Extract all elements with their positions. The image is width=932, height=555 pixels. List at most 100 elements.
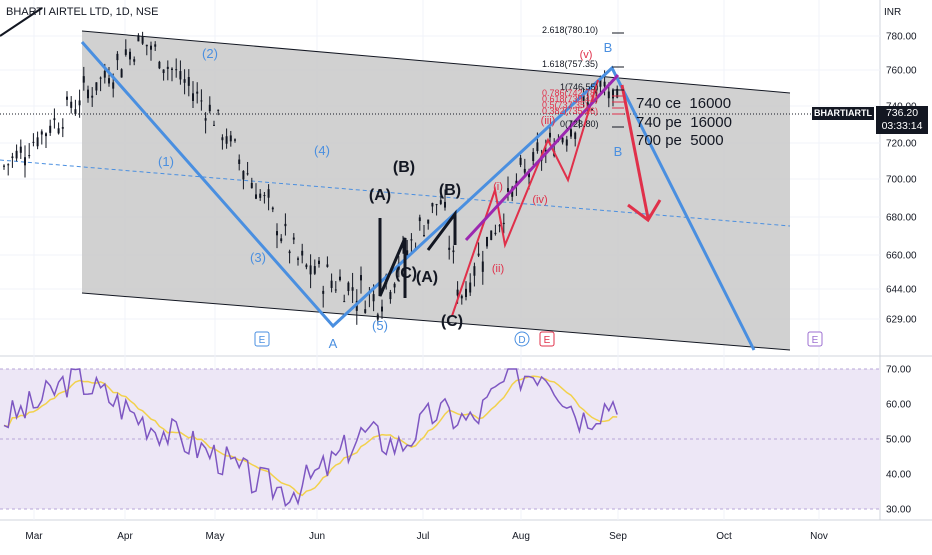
- candle-body: [313, 266, 316, 274]
- candle-body: [481, 261, 484, 272]
- candle-body: [175, 69, 178, 71]
- symbol-name: BHARTI AIRTEL LTD: [6, 6, 110, 18]
- candle-body: [486, 237, 488, 247]
- candle-body: [32, 141, 35, 143]
- fib-level-label: 0(728.80): [560, 119, 599, 129]
- candle-body: [255, 194, 257, 199]
- regression-channel: [82, 31, 790, 350]
- candle-body: [221, 137, 224, 141]
- wave-label-black: (C): [441, 313, 463, 330]
- candle-body: [49, 125, 52, 133]
- wave-label-black: (B): [393, 159, 415, 176]
- candle-body: [217, 109, 220, 111]
- candle-body: [192, 93, 194, 101]
- candle-body: [528, 172, 530, 178]
- candle-body: [364, 309, 367, 313]
- candle-body: [297, 258, 299, 260]
- wave-label-red: (iv): [532, 194, 547, 206]
- rsi-tick-label: 70.00: [886, 365, 911, 376]
- event-marker-label: E: [812, 335, 819, 346]
- candle-body: [418, 217, 421, 222]
- candle-body: [582, 92, 585, 101]
- event-marker-box: [539, 331, 555, 347]
- wave-label-blue: (5): [372, 318, 388, 333]
- candle-body: [276, 231, 278, 236]
- candle-body: [452, 250, 455, 253]
- wave-label-blue: (2): [202, 46, 218, 61]
- chart-title: BHARTI AIRTEL LTD, 1D, NSE: [6, 6, 159, 18]
- time-tick-label: Jun: [309, 531, 325, 542]
- wave-label-black: (C): [395, 265, 417, 282]
- candle-body: [183, 79, 186, 83]
- candle-body: [267, 189, 270, 198]
- candle-body: [225, 136, 228, 144]
- price-tick-label: 660.00: [886, 251, 917, 262]
- trade-row: 740 ce 16000: [636, 95, 732, 112]
- candle-body: [263, 195, 266, 197]
- candle-body: [19, 146, 22, 153]
- candle-body: [204, 118, 207, 121]
- price-tick-label: 720.00: [886, 139, 917, 150]
- candle-body: [406, 250, 409, 256]
- wave-label-red: (i): [493, 181, 503, 193]
- candle-body: [439, 200, 442, 204]
- candle-body: [284, 223, 287, 227]
- trend-line: [0, 7, 43, 37]
- candle-body: [53, 118, 56, 121]
- candle-body: [292, 237, 295, 240]
- channel-midline: [0, 159, 791, 227]
- candle-body: [213, 124, 215, 126]
- candle-body: [612, 89, 614, 99]
- current-price: 736.20: [885, 107, 919, 119]
- candle-body: [456, 289, 459, 296]
- rsi-tick-label: 60.00: [886, 400, 911, 411]
- candle-body: [133, 59, 136, 62]
- candle-body: [250, 182, 253, 189]
- wave-label-black: (A): [416, 269, 438, 286]
- time-tick-label: Sep: [609, 531, 627, 542]
- wave-label-blue: (4): [314, 143, 330, 158]
- wave-label-black: (A): [369, 187, 391, 204]
- trade-row: 700 pe 5000: [636, 132, 724, 149]
- candle-body: [448, 247, 451, 250]
- candle-body: [280, 238, 283, 242]
- candle-body: [36, 137, 39, 147]
- candle-body: [322, 290, 325, 294]
- candle-body: [87, 89, 89, 99]
- wave-label-red: (ii): [492, 263, 504, 275]
- candle-body: [376, 314, 379, 320]
- candle-body: [150, 45, 152, 50]
- event-marker-circle: [514, 331, 530, 347]
- candle-body: [208, 104, 211, 112]
- candle-body: [603, 81, 606, 87]
- candle-body: [45, 133, 47, 137]
- candle-body: [334, 289, 337, 291]
- channel-upper-line: [81, 30, 791, 94]
- candle-body: [24, 157, 26, 166]
- candle-body: [288, 251, 291, 254]
- candle-body: [318, 260, 320, 265]
- candle-body: [57, 128, 60, 134]
- candle-body: [444, 201, 446, 208]
- candle-body: [238, 159, 241, 164]
- time-tick-label: Oct: [716, 531, 732, 542]
- candle-body: [494, 232, 497, 235]
- candle-body: [3, 165, 5, 167]
- candle-body: [166, 66, 169, 69]
- event-marker-label: E: [259, 335, 266, 346]
- event-marker-label: E: [544, 335, 551, 346]
- time-tick-label: May: [206, 531, 225, 542]
- candle-body: [595, 90, 598, 94]
- trade-row: 740 pe 16000: [636, 114, 732, 131]
- candle-body: [570, 129, 572, 137]
- rsi-line: [3, 368, 618, 507]
- candle-body: [351, 287, 354, 291]
- candle-body: [103, 70, 106, 78]
- fib-level-label: 2.618(780.10): [542, 25, 598, 35]
- candle-body: [234, 139, 236, 141]
- black-wave-2: [426, 209, 457, 251]
- interval: 1D: [115, 6, 130, 18]
- candle-body: [330, 280, 333, 288]
